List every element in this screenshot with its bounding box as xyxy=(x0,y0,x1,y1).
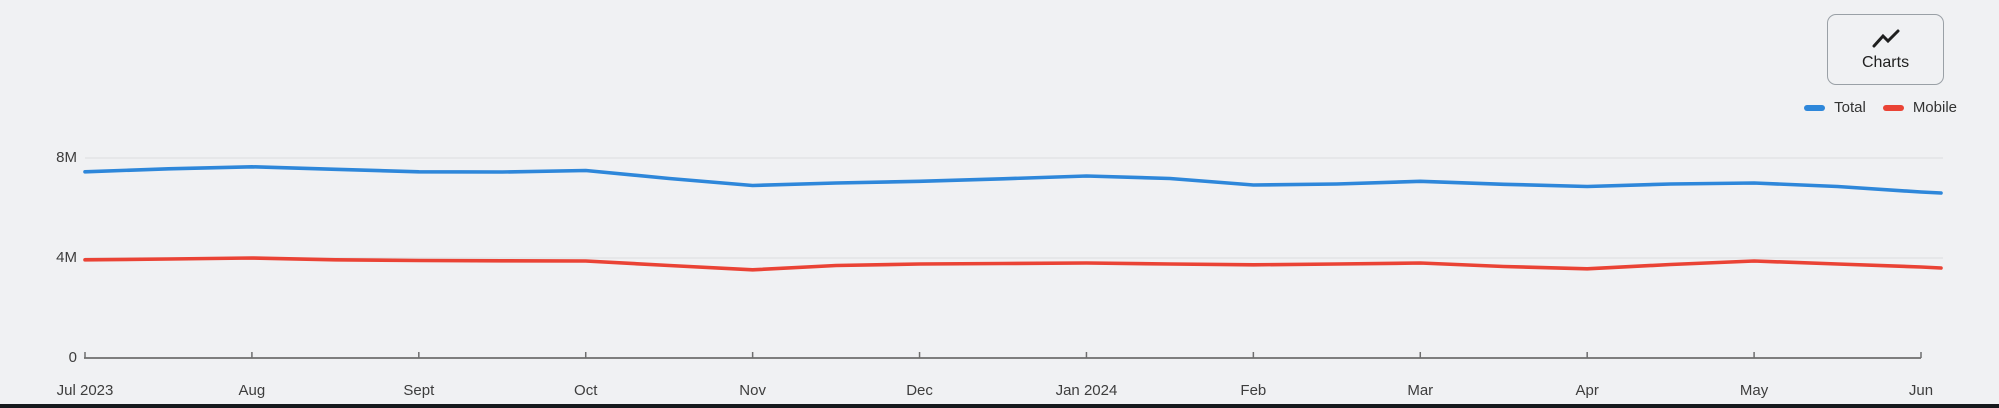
x-tick-label: Jul 2023 xyxy=(56,382,114,399)
charts-button-label: Charts xyxy=(1861,54,1910,71)
x-tick-label: Jun xyxy=(1908,382,1934,399)
x-tick-label: Jan 2024 xyxy=(1055,382,1118,399)
line-chart-icon xyxy=(1871,28,1901,50)
x-tick-label: Oct xyxy=(574,382,598,399)
x-tick-label: Nov xyxy=(739,382,766,399)
x-tick-label: May xyxy=(1739,382,1769,399)
y-tick-label: 0 xyxy=(68,349,77,366)
x-tick-label: Dec xyxy=(906,382,933,399)
legend-item-mobile: Mobile xyxy=(1882,99,1957,116)
legend-label: Total xyxy=(1834,99,1866,116)
x-tick-label: Mar xyxy=(1407,382,1434,399)
x-tick-label: Sept xyxy=(403,382,435,399)
bottom-border xyxy=(0,404,1999,408)
legend-label: Mobile xyxy=(1912,99,1957,116)
legend-swatch-total xyxy=(1804,104,1826,111)
series-line-total xyxy=(83,165,1943,195)
series-line-mobile xyxy=(83,256,1943,272)
legend-swatch-mobile xyxy=(1882,104,1904,111)
x-tick-label: Feb xyxy=(1240,382,1267,399)
y-tick-label: 4M xyxy=(56,249,77,266)
charts-button[interactable]: Charts xyxy=(1827,14,1944,85)
legend: Total Mobile xyxy=(1804,99,1957,116)
legend-item-total: Total xyxy=(1804,99,1866,116)
x-tick-label: Aug xyxy=(238,382,266,399)
x-tick-label: Apr xyxy=(1575,382,1599,399)
y-tick-label: 8M xyxy=(56,149,77,166)
